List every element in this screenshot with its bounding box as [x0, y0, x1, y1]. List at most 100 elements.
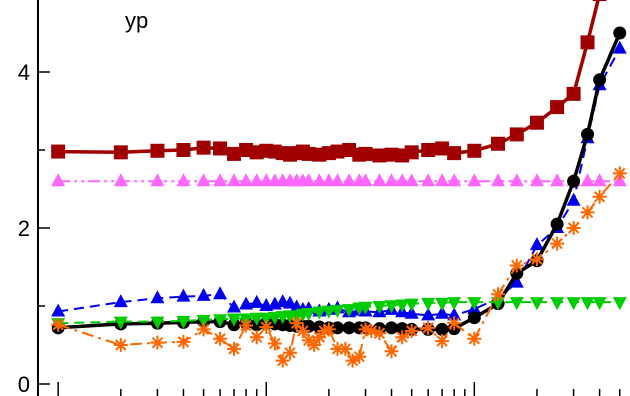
data-point — [249, 294, 264, 308]
data-point — [384, 173, 399, 187]
data-point — [447, 297, 462, 311]
data-point — [227, 146, 242, 161]
data-point — [227, 173, 242, 187]
data-point — [447, 173, 462, 187]
data-point — [385, 321, 399, 335]
data-point — [196, 173, 211, 187]
data-point — [358, 146, 373, 161]
series-1 — [51, 0, 607, 163]
data-point — [113, 316, 128, 330]
data-point — [342, 304, 357, 318]
series-line — [57, 172, 621, 362]
data-point — [435, 141, 450, 156]
data-point — [435, 322, 449, 336]
data-point — [550, 217, 564, 231]
data-point — [509, 297, 524, 311]
data-point — [592, 0, 607, 1]
data-point — [612, 297, 627, 311]
data-point — [345, 353, 360, 368]
data-point — [435, 334, 450, 349]
data-point — [509, 274, 524, 288]
data-point — [301, 308, 316, 322]
data-point — [249, 312, 264, 326]
data-point — [372, 148, 387, 163]
data-point — [301, 333, 316, 348]
data-point — [421, 320, 436, 335]
data-point — [580, 205, 595, 220]
data-point — [113, 294, 128, 308]
data-point — [566, 192, 581, 206]
data-point — [529, 115, 544, 130]
data-point — [213, 286, 228, 300]
data-point — [301, 173, 316, 187]
data-point — [612, 166, 627, 181]
data-point — [467, 331, 482, 346]
y-axis: 0 2 4 — [18, 0, 50, 396]
data-point — [213, 331, 228, 346]
data-point — [330, 304, 345, 318]
data-point — [364, 323, 379, 338]
data-point — [196, 140, 211, 155]
data-point — [113, 173, 128, 187]
data-point — [435, 297, 450, 311]
data-point — [566, 86, 581, 101]
data-point — [282, 345, 297, 360]
data-point — [447, 307, 462, 321]
data-point — [529, 252, 544, 267]
data-point — [566, 221, 581, 235]
data-point — [342, 321, 356, 335]
data-point — [421, 143, 436, 157]
data-point — [467, 311, 481, 325]
data-point — [295, 323, 310, 338]
data-point — [592, 297, 607, 311]
data-point — [150, 290, 165, 304]
y-tick-label: 4 — [18, 60, 30, 85]
data-point — [330, 321, 344, 335]
data-point — [227, 299, 242, 313]
series-2 — [51, 173, 627, 187]
data-point — [352, 349, 367, 364]
data-point — [259, 312, 274, 326]
data-point — [150, 143, 165, 158]
data-point — [529, 173, 544, 187]
data-point — [213, 141, 228, 156]
data-point — [404, 145, 419, 160]
data-point — [566, 297, 581, 311]
data-point — [593, 73, 607, 87]
data-point — [509, 127, 524, 142]
data-point — [467, 173, 482, 187]
data-point — [358, 322, 373, 337]
series-layer — [51, 0, 627, 368]
data-point — [384, 300, 399, 314]
data-point — [421, 297, 436, 311]
data-point — [581, 127, 595, 141]
data-point — [342, 173, 357, 187]
data-point — [467, 143, 482, 158]
data-point — [150, 335, 165, 350]
data-point — [372, 301, 387, 314]
data-point — [113, 338, 128, 352]
data-point — [550, 100, 565, 115]
data-point — [321, 305, 336, 319]
data-point — [421, 173, 436, 187]
data-point — [213, 173, 228, 187]
data-point — [312, 173, 327, 187]
data-point — [404, 173, 419, 187]
data-point — [338, 341, 353, 356]
data-point — [330, 341, 345, 356]
data-point — [275, 353, 290, 368]
data-point — [51, 317, 66, 332]
data-point — [312, 330, 327, 345]
data-point — [282, 295, 297, 309]
data-point — [613, 26, 627, 40]
data-point — [176, 143, 191, 157]
data-point — [467, 297, 482, 311]
data-point — [580, 297, 595, 311]
data-point — [150, 316, 165, 330]
data-point — [176, 288, 191, 302]
data-point — [307, 338, 322, 352]
data-point — [435, 173, 450, 187]
x-axis — [57, 382, 621, 396]
data-point — [239, 143, 254, 157]
